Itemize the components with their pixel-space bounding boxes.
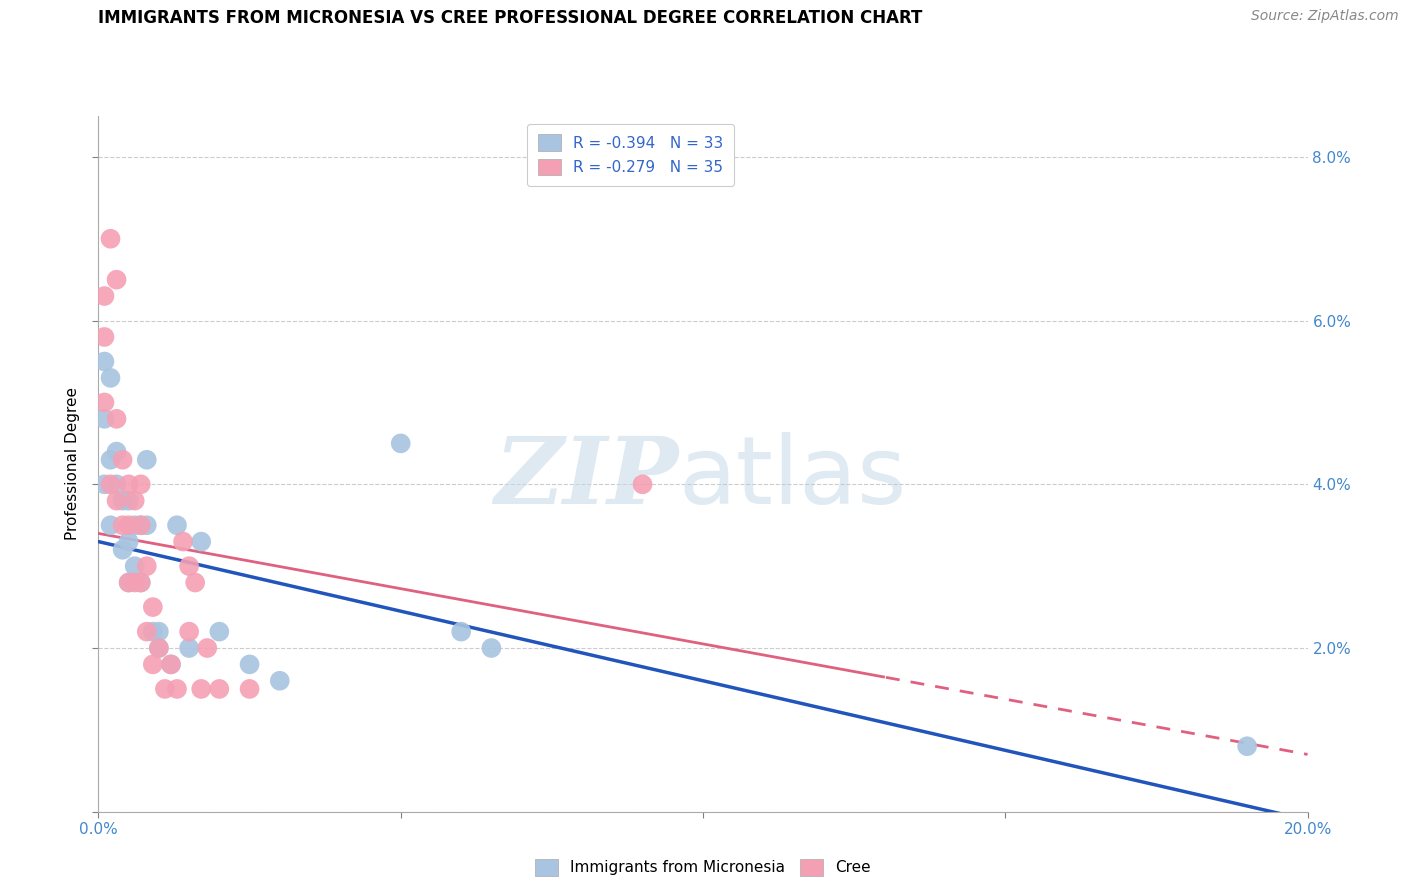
Point — [93, 289, 115, 303]
Point — [239, 681, 262, 696]
Point — [100, 232, 122, 246]
Point — [100, 518, 122, 533]
Point — [124, 559, 146, 574]
Point — [100, 371, 122, 385]
Point — [118, 575, 141, 590]
Point — [160, 657, 183, 672]
Point — [118, 518, 141, 533]
Point — [100, 452, 122, 467]
Point — [179, 624, 201, 639]
Point — [118, 534, 141, 549]
Point — [269, 673, 291, 688]
Point — [129, 477, 152, 491]
Point — [105, 444, 128, 458]
Point — [153, 681, 176, 696]
Point — [389, 436, 412, 450]
Point — [135, 452, 157, 467]
Point — [118, 493, 141, 508]
Point — [179, 640, 201, 655]
Point — [105, 412, 128, 426]
Point — [166, 518, 188, 533]
Point — [195, 640, 218, 655]
Legend: Immigrants from Micronesia, Cree: Immigrants from Micronesia, Cree — [529, 853, 877, 881]
Text: IMMIGRANTS FROM MICRONESIA VS CREE PROFESSIONAL DEGREE CORRELATION CHART: IMMIGRANTS FROM MICRONESIA VS CREE PROFE… — [98, 9, 922, 27]
Point — [129, 518, 152, 533]
Point — [148, 624, 170, 639]
Point — [105, 493, 128, 508]
Point — [481, 640, 503, 655]
Point — [93, 330, 115, 344]
Point — [142, 624, 165, 639]
Point — [111, 452, 134, 467]
Point — [450, 624, 472, 639]
Point — [124, 518, 146, 533]
Text: ZIP: ZIP — [495, 433, 679, 523]
Point — [142, 657, 165, 672]
Point — [148, 640, 170, 655]
Point — [93, 354, 115, 368]
Point — [129, 518, 152, 533]
Point — [124, 575, 146, 590]
Point — [179, 559, 201, 574]
Point — [118, 477, 141, 491]
Point — [105, 273, 128, 287]
Text: atlas: atlas — [679, 432, 907, 524]
Point — [190, 534, 212, 549]
Point — [184, 575, 207, 590]
Point — [93, 395, 115, 409]
Point — [239, 657, 262, 672]
Point — [208, 681, 231, 696]
Point — [111, 518, 134, 533]
Point — [190, 681, 212, 696]
Point — [135, 624, 157, 639]
Y-axis label: Professional Degree: Professional Degree — [65, 387, 80, 541]
Point — [135, 559, 157, 574]
Point — [166, 681, 188, 696]
Point — [208, 624, 231, 639]
Point — [142, 600, 165, 615]
Point — [631, 477, 654, 491]
Point — [172, 534, 194, 549]
Legend: R = -0.394   N = 33, R = -0.279   N = 35: R = -0.394 N = 33, R = -0.279 N = 35 — [527, 124, 734, 186]
Point — [100, 477, 122, 491]
Point — [111, 493, 134, 508]
Point — [135, 518, 157, 533]
Point — [111, 542, 134, 557]
Point — [129, 575, 152, 590]
Point — [105, 477, 128, 491]
Point — [93, 412, 115, 426]
Point — [160, 657, 183, 672]
Point — [148, 640, 170, 655]
Point — [93, 477, 115, 491]
Point — [118, 575, 141, 590]
Text: Source: ZipAtlas.com: Source: ZipAtlas.com — [1251, 9, 1399, 23]
Point — [129, 575, 152, 590]
Point — [124, 493, 146, 508]
Point — [1236, 739, 1258, 754]
